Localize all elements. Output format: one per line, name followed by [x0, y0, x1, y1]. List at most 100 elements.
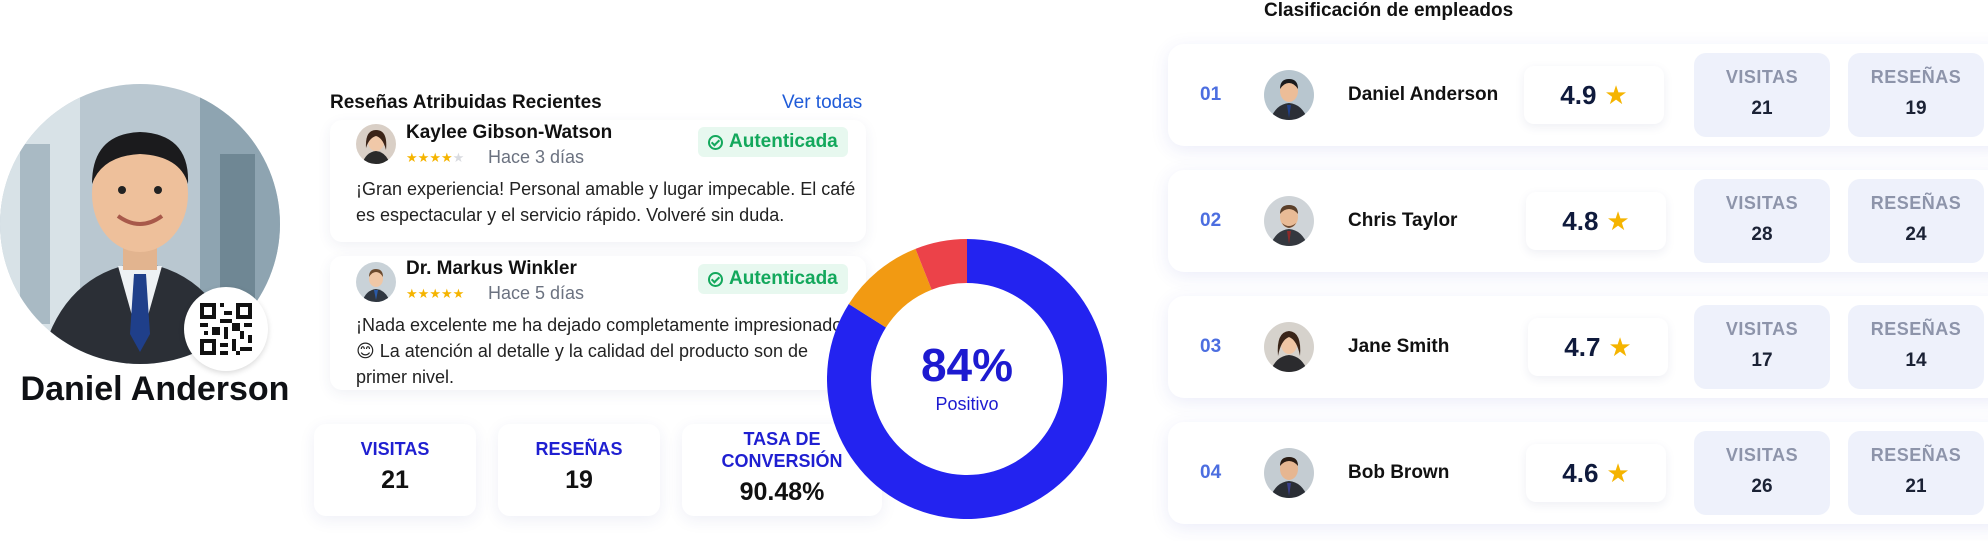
visits-label: VISITAS	[1725, 445, 1799, 465]
employee-reviews: RESEÑAS 21	[1848, 431, 1984, 515]
rating-value: 4.7	[1564, 331, 1601, 362]
badge-label: Autenticada	[729, 268, 838, 289]
employee-reviews: RESEÑAS 14	[1848, 305, 1984, 389]
reviewer-name: Kaylee Gibson-Watson	[406, 122, 613, 143]
visits-value: 26	[1751, 476, 1773, 497]
conversion-label: TASA DE CONVERSIÓN	[682, 428, 882, 472]
reviews-value: 19	[1905, 98, 1927, 119]
review-text: ¡Nada excelente me ha dejado completamen…	[356, 315, 848, 387]
employee-rating: 4.6 ★	[1526, 444, 1666, 502]
star-icon: ★	[417, 286, 430, 301]
qr-code-icon	[200, 303, 252, 355]
visits-value: 17	[1751, 350, 1773, 371]
reviews-value: 24	[1905, 224, 1927, 245]
employee-avatar	[1264, 448, 1314, 498]
star-icon: ★	[440, 286, 453, 301]
review-time: Hace 3 días	[488, 147, 585, 167]
visits-value: 21	[381, 466, 409, 494]
ranking-row[interactable]: 03 Jane Smith 4.7 ★ VISITAS 17 RESEÑAS 1…	[1168, 296, 1988, 398]
reviewer-name: Dr. Markus Winkler	[406, 258, 577, 279]
employee-reviews: RESEÑAS 24	[1848, 179, 1984, 263]
reviews-value: 21	[1905, 476, 1927, 497]
rating-value: 4.6	[1562, 457, 1599, 488]
star-icon: ★	[1608, 332, 1632, 362]
star-icon: ★	[406, 286, 418, 301]
view-all-link[interactable]: Ver todas	[782, 92, 863, 113]
employee-visits: VISITAS 17	[1694, 305, 1830, 389]
donut-segment-negative	[915, 239, 967, 290]
reviews-label: RESEÑAS	[1870, 67, 1962, 87]
rating-stars: ★★★★★	[406, 150, 464, 166]
sentiment-donut-chart	[827, 239, 1107, 519]
star-icon: ★	[429, 286, 441, 301]
conversion-label-line1: TASA DE	[743, 429, 821, 449]
ranking-row[interactable]: 01 Daniel Anderson 4.9 ★ VISITAS 21 RESE…	[1168, 44, 1988, 146]
rating-stars: ★★★★★	[406, 286, 464, 302]
review-text: ¡Gran experiencia! Personal amable y lug…	[356, 179, 856, 225]
authenticated-badge: Autenticada	[698, 264, 848, 294]
visits-stat-card: VISITAS 21	[314, 424, 476, 516]
review-card: Kaylee Gibson-Watson ★★★★★ Hace 3 días A…	[330, 120, 866, 242]
employee-visits: VISITAS 28	[1694, 179, 1830, 263]
employee-name: Jane Smith	[1348, 336, 1450, 357]
rank-number: 02	[1200, 210, 1222, 231]
conversion-label-line2: CONVERSIÓN	[721, 451, 843, 471]
employee-rating: 4.8 ★	[1526, 192, 1666, 250]
star-icon: ★	[429, 150, 441, 165]
reviews-stat-card: RESEÑAS 19	[498, 424, 660, 516]
rank-number: 03	[1200, 336, 1222, 357]
star-icon: ★	[417, 150, 430, 165]
authenticated-badge: Autenticada	[698, 127, 848, 157]
visits-label: VISITAS	[1725, 193, 1799, 213]
ranking-row[interactable]: 02 Chris Taylor 4.8 ★ VISITAS 28 RESEÑAS…	[1168, 170, 1988, 272]
reviews-value: 19	[565, 466, 593, 494]
rating-value: 4.8	[1562, 205, 1599, 236]
ranking-title: Clasificación de empleados	[1264, 0, 1514, 21]
employee-avatar	[1264, 70, 1314, 120]
reviews-label: RESEÑAS	[535, 439, 623, 459]
employee-name: Chris Taylor	[1348, 210, 1458, 231]
reviewer-avatar	[356, 262, 396, 302]
visits-label: VISITAS	[1725, 319, 1799, 339]
employee-visits: VISITAS 26	[1694, 431, 1830, 515]
employee-avatar	[1264, 322, 1314, 372]
employee-reviews: RESEÑAS 19	[1848, 53, 1984, 137]
star-icon: ★	[452, 286, 465, 301]
star-icon: ★	[406, 150, 418, 165]
star-icon: ★	[1606, 206, 1630, 236]
star-icon: ★	[452, 150, 465, 165]
employee-name: Bob Brown	[1348, 462, 1450, 483]
reviews-label: RESEÑAS	[1870, 445, 1962, 465]
review-time: Hace 5 días	[488, 283, 585, 303]
visits-value: 21	[1751, 98, 1773, 119]
check-circle-icon	[708, 134, 723, 150]
review-card: Dr. Markus Winkler ★★★★★ Hace 5 días Aut…	[330, 256, 866, 390]
donut-segment-positive	[827, 239, 1107, 519]
badge-label: Autenticada	[729, 131, 838, 152]
star-icon: ★	[1606, 458, 1630, 488]
conversion-value: 90.48%	[739, 478, 825, 506]
reviews-section-title: Reseñas Atribuidas Recientes	[330, 92, 602, 113]
donut-label: Positivo	[935, 394, 999, 414]
reviewer-avatar	[356, 124, 396, 164]
visits-value: 28	[1751, 224, 1773, 245]
rank-number: 01	[1200, 84, 1222, 105]
visits-label: VISITAS	[360, 439, 430, 459]
check-circle-icon	[708, 271, 723, 287]
employee-rating: 4.9 ★	[1524, 66, 1664, 124]
rating-value: 4.9	[1560, 79, 1597, 110]
qr-code-badge[interactable]	[184, 287, 268, 371]
employee-avatar	[1264, 196, 1314, 246]
reviews-label: RESEÑAS	[1870, 193, 1962, 213]
employee-rating: 4.7 ★	[1528, 318, 1668, 376]
employee-visits: VISITAS 21	[1694, 53, 1830, 137]
ranking-row[interactable]: 04 Bob Brown 4.6 ★ VISITAS 26 RESEÑAS 21	[1168, 422, 1988, 524]
rank-number: 04	[1200, 462, 1222, 483]
reviews-value: 14	[1905, 350, 1927, 371]
visits-label: VISITAS	[1725, 67, 1799, 87]
star-icon: ★	[440, 150, 453, 165]
star-icon: ★	[1604, 80, 1628, 110]
donut-segment-neutral	[848, 248, 932, 328]
profile-name: Daniel Anderson	[20, 370, 290, 408]
donut-percent: 84%	[920, 339, 1014, 391]
